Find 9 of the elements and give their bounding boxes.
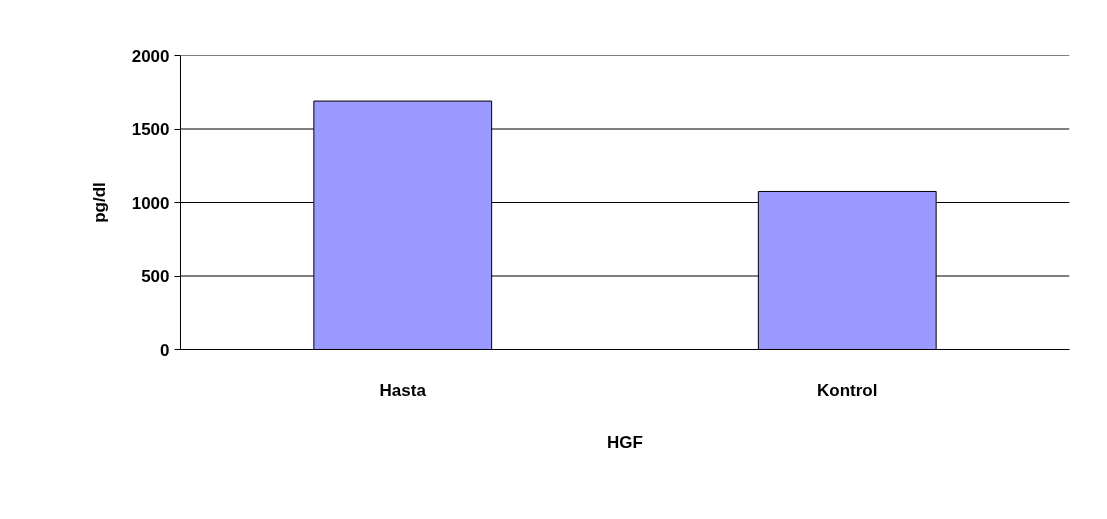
y-tick-label: 1000	[131, 193, 170, 213]
y-axis-title: pg/dl	[89, 182, 109, 223]
x-tick-label: Kontrol	[817, 380, 878, 400]
y-tick-label: 1500	[131, 120, 170, 139]
y-tick-label: 500	[141, 267, 170, 286]
y-tick-label: 2000	[131, 46, 170, 66]
x-axis-title: HGF	[607, 432, 643, 452]
x-tick-label: Hasta	[379, 380, 427, 400]
y-tick-label: 0	[160, 340, 170, 360]
